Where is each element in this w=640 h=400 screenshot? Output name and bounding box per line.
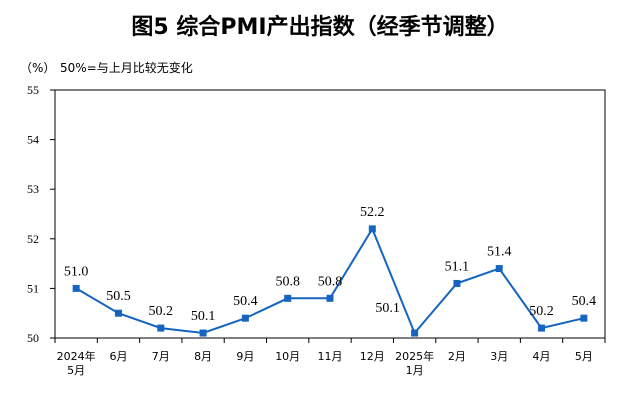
x-tick-label: 10月 <box>275 350 300 363</box>
baseline-note: 50%=与上月比较无变化 <box>60 60 193 75</box>
y-unit-label: （%） <box>20 61 55 75</box>
data-point <box>453 279 461 287</box>
y-tick-label: 51 <box>27 281 39 295</box>
y-tick-label: 52 <box>27 232 39 246</box>
plot-frame <box>54 89 606 339</box>
chart-title: 图5 综合PMI产出指数（经季节调整） <box>131 14 508 40</box>
data-label: 50.1 <box>191 309 216 324</box>
x-axis: 2024年 5月 6月 7月 8月 9月 10月 11月 12月 2025年 1月 2月 3月 4月 5月 <box>54 338 606 377</box>
y-tick-label: 53 <box>27 182 39 196</box>
x-tick-label: 3月 <box>490 350 508 363</box>
x-tick-label: 2025年 1月 <box>395 349 434 377</box>
data-label: 51.0 <box>64 264 89 279</box>
data-point <box>326 294 334 302</box>
x-tick-label: 8月 <box>194 350 212 363</box>
x-tick-label: 2024年 5月 <box>57 349 96 377</box>
x-tick-label: 4月 <box>533 350 551 363</box>
x-tick-label: 9月 <box>236 350 254 363</box>
y-tick-label: 50 <box>27 331 39 345</box>
data-label: 50.2 <box>529 304 554 319</box>
x-tick-label: 5月 <box>575 350 593 363</box>
y-tick-label: 55 <box>27 83 39 97</box>
data-label: 50.5 <box>106 289 131 304</box>
data-label: 50.1 <box>375 301 400 316</box>
x-tick-label: 7月 <box>152 350 170 363</box>
data-label: 52.2 <box>360 205 385 220</box>
data-point <box>411 329 419 337</box>
x-tick-label: 11月 <box>318 350 343 363</box>
data-point <box>495 265 503 273</box>
series-layer: 51.0 50.5 50.2 50.1 50.4 50.8 50.8 52.2 50.1 51.1… <box>64 205 596 337</box>
data-point <box>114 309 122 317</box>
y-axis: 50 51 52 53 54 55 <box>27 83 55 345</box>
data-label: 50.8 <box>275 274 300 289</box>
x-tick-label: 12月 <box>360 350 385 363</box>
data-label: 51.4 <box>487 245 512 260</box>
data-label: 51.1 <box>445 259 470 274</box>
y-tick-label: 54 <box>27 133 39 147</box>
data-point <box>538 324 546 332</box>
data-point <box>241 314 249 322</box>
x-tick-label: 6月 <box>109 350 127 363</box>
x-tick-label: 2月 <box>448 350 466 363</box>
data-point <box>368 225 376 233</box>
data-label: 50.8 <box>318 274 343 289</box>
data-label: 50.4 <box>233 294 258 309</box>
data-label: 50.4 <box>572 294 597 309</box>
data-point <box>157 324 165 332</box>
data-point <box>72 284 80 292</box>
data-point <box>580 314 588 322</box>
data-point <box>284 294 292 302</box>
data-point <box>199 329 207 337</box>
data-label: 50.2 <box>149 304 174 319</box>
